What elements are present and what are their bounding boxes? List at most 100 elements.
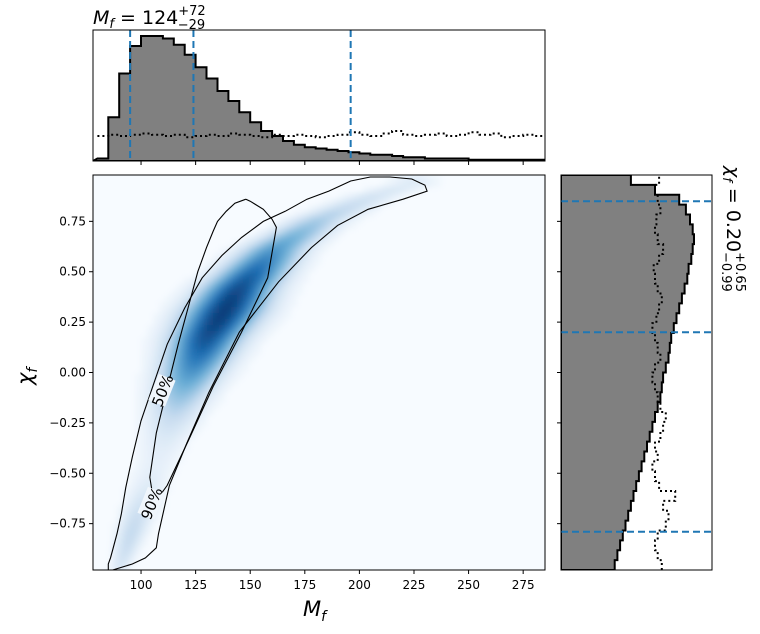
heatmap-cell [219, 325, 226, 332]
heatmap-cell [225, 295, 232, 302]
heatmap-cell [279, 235, 286, 242]
heatmap-cell [171, 295, 178, 302]
heatmap-cell [375, 199, 382, 206]
heatmap-cell [141, 463, 148, 470]
heatmap-cell [207, 301, 214, 308]
heatmap-cell [213, 313, 220, 320]
heatmap-cell [219, 391, 226, 398]
heatmap-cell [273, 241, 280, 248]
heatmap-cell [333, 211, 340, 218]
heatmap-cell [183, 403, 190, 410]
heatmap-cell [363, 187, 370, 194]
heatmap-cell [135, 493, 142, 500]
heatmap-cell [201, 373, 208, 380]
heatmap-cell [147, 355, 154, 362]
heatmap-cell [279, 301, 286, 308]
heatmap-cell [201, 271, 208, 278]
heatmap-cell [135, 481, 142, 488]
heatmap-cell [255, 313, 262, 320]
y-tick-label: −0.50 [49, 466, 86, 480]
heatmap-cell [243, 235, 250, 242]
heatmap-cell [285, 217, 292, 224]
heatmap-cell [255, 235, 262, 242]
heatmap-cell [147, 409, 154, 416]
heatmap-cell [165, 325, 172, 332]
heatmap-cell [195, 403, 202, 410]
heatmap-cell [207, 325, 214, 332]
heatmap-cell [177, 451, 184, 458]
heatmap-cell [207, 331, 214, 338]
heatmap-cell [165, 295, 172, 302]
heatmap-cell [237, 325, 244, 332]
heatmap-cell [195, 349, 202, 356]
heatmap-cell [303, 241, 310, 248]
x-tick-label: 150 [239, 578, 262, 592]
heatmap-cell [261, 271, 268, 278]
heatmap-cell [273, 277, 280, 284]
heatmap-cell [327, 199, 334, 206]
heatmap-cell [321, 229, 328, 236]
heatmap-cell [189, 313, 196, 320]
heatmap-cell [141, 487, 148, 494]
heatmap-cell [315, 211, 322, 218]
heatmap-cell [195, 373, 202, 380]
heatmap-cell [147, 415, 154, 422]
heatmap-cell [189, 349, 196, 356]
heatmap-cell [279, 265, 286, 272]
heatmap-cell [177, 325, 184, 332]
heatmap-cell [351, 199, 358, 206]
heatmap-cell [237, 253, 244, 260]
heatmap-cell [285, 307, 292, 314]
heatmap-cell [183, 391, 190, 398]
heatmap-cell [153, 409, 160, 416]
heatmap-cell [213, 253, 220, 260]
heatmap-cell [141, 391, 148, 398]
heatmap-cell [159, 451, 166, 458]
heatmap-cell [123, 487, 130, 494]
heatmap-cell [201, 331, 208, 338]
heatmap-cell [147, 385, 154, 392]
heatmap-cell [249, 319, 256, 326]
heatmap-cell [237, 361, 244, 368]
heatmap-cell [177, 283, 184, 290]
heatmap-cell [261, 283, 268, 290]
heatmap-cell [225, 349, 232, 356]
heatmap-cell [249, 289, 256, 296]
heatmap-cell [381, 181, 388, 188]
heatmap-cell [285, 289, 292, 296]
heatmap-cell [261, 337, 268, 344]
heatmap-cell [201, 319, 208, 326]
heatmap-cell [165, 439, 172, 446]
heatmap-cell [303, 247, 310, 254]
heatmap-cell [261, 277, 268, 284]
heatmap-cell [387, 199, 394, 206]
heatmap-cell [111, 553, 118, 560]
top-x-ticks [140, 161, 524, 165]
heatmap-cell [189, 373, 196, 380]
heatmap-cell [249, 343, 256, 350]
heatmap-cell [159, 433, 166, 440]
heatmap-cell [159, 463, 166, 470]
heatmap-cell [207, 391, 214, 398]
heatmap-cell [165, 301, 172, 308]
heatmap-cell [129, 547, 136, 554]
heatmap-cell [327, 211, 334, 218]
heatmap-cell [417, 175, 424, 182]
heatmap-cell [195, 397, 202, 404]
heatmap-cell [147, 451, 154, 458]
heatmap-cell [279, 319, 286, 326]
heatmap-cell [273, 253, 280, 260]
x-tick-label: 225 [403, 578, 426, 592]
heatmap-cell [219, 253, 226, 260]
heatmap-cell [243, 349, 250, 356]
heatmap-cell [225, 361, 232, 368]
heatmap-cell [219, 313, 226, 320]
heatmap-cell [219, 301, 226, 308]
heatmap-cell [177, 319, 184, 326]
heatmap-cell [261, 235, 268, 242]
heatmap-cell [237, 343, 244, 350]
heatmap-cell [255, 253, 262, 260]
heatmap-cell [309, 205, 316, 212]
heatmap-cell [309, 259, 316, 266]
heatmap-cell [387, 175, 394, 182]
